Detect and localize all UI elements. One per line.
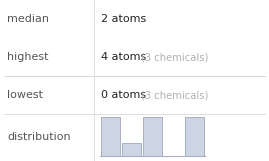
Text: median: median	[7, 14, 49, 24]
Text: highest: highest	[7, 52, 48, 62]
Text: lowest: lowest	[7, 90, 43, 100]
Bar	[143, 117, 162, 156]
Text: 0 atoms: 0 atoms	[101, 90, 146, 100]
Bar	[101, 117, 120, 156]
Bar	[122, 143, 141, 156]
Text: 2 atoms: 2 atoms	[101, 14, 146, 24]
Bar	[185, 117, 204, 156]
Text: (3 chemicals): (3 chemicals)	[141, 90, 208, 100]
Text: 4 atoms: 4 atoms	[101, 52, 146, 62]
Text: (3 chemicals): (3 chemicals)	[141, 52, 208, 62]
Text: distribution: distribution	[7, 133, 71, 142]
